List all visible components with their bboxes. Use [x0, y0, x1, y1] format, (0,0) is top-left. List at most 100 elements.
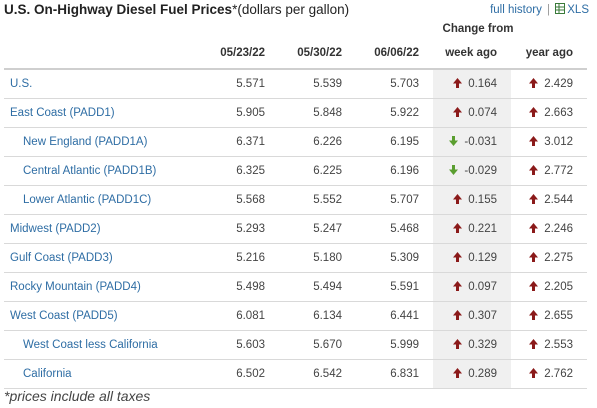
year-change-value: 2.663	[544, 107, 573, 119]
up-arrow-icon	[453, 281, 463, 291]
change-from-header: Change from	[442, 23, 514, 35]
col-header-date-3: 06/06/22	[356, 38, 433, 70]
year-change-value: 2.553	[544, 339, 573, 351]
year-change-cell: 2.544	[511, 185, 587, 215]
price-cell: 6.325	[205, 156, 279, 186]
price-cell: 5.922	[356, 98, 433, 128]
xls-download-link[interactable]: XLS	[555, 3, 589, 16]
price-cell: 6.441	[356, 301, 433, 331]
week-change-value: 0.164	[468, 78, 497, 90]
year-change-cell: 2.772	[511, 156, 587, 186]
region-link[interactable]: Gulf Coast (PADD3)	[4, 243, 205, 273]
price-cell: 5.180	[279, 243, 356, 273]
up-arrow-icon	[529, 165, 539, 175]
up-arrow-icon	[529, 78, 539, 88]
table-row: West Coast less California 5.603 5.670 5.99…	[4, 330, 587, 360]
region-link[interactable]: Central Atlantic (PADD1B)	[4, 156, 205, 186]
region-link[interactable]: East Coast (PADD1)	[4, 98, 205, 128]
price-cell: 5.999	[356, 330, 433, 360]
table-body: U.S. 5.571 5.539 5.703 0.164 2.429 East Coast …	[4, 69, 587, 389]
week-change-cell: 0.155	[433, 185, 511, 215]
year-change-value: 3.012	[544, 136, 573, 148]
up-arrow-icon	[529, 310, 539, 320]
up-arrow-icon	[529, 194, 539, 204]
year-change-cell: 2.275	[511, 243, 587, 273]
down-arrow-icon	[449, 136, 459, 146]
up-arrow-icon	[529, 223, 539, 233]
price-cell: 6.134	[279, 301, 356, 331]
price-cell: 6.225	[279, 156, 356, 186]
col-header-region	[4, 38, 205, 70]
region-link[interactable]: U.S.	[4, 69, 205, 99]
price-cell: 6.081	[205, 301, 279, 331]
year-change-cell: 3.012	[511, 127, 587, 157]
price-cell: 5.216	[205, 243, 279, 273]
up-arrow-icon	[453, 107, 463, 117]
table-row: New England (PADD1A) 6.371 6.226 6.195 -0.03…	[4, 127, 587, 157]
table-row: Rocky Mountain (PADD4) 5.498 5.494 5.591 0.0…	[4, 272, 587, 302]
title-units: *(dollars per gallon)	[232, 2, 350, 17]
up-arrow-icon	[453, 252, 463, 262]
price-cell: 6.371	[205, 127, 279, 157]
price-cell: 5.494	[279, 272, 356, 302]
week-change-cell: 0.164	[433, 69, 511, 99]
year-change-value: 2.655	[544, 310, 573, 322]
up-arrow-icon	[453, 78, 463, 88]
price-cell: 5.703	[356, 69, 433, 99]
year-change-value: 2.772	[544, 165, 573, 177]
year-change-cell: 2.553	[511, 330, 587, 360]
table-row: Midwest (PADD2) 5.293 5.247 5.468 0.221 2.246	[4, 214, 587, 244]
diesel-price-table: 05/23/22 05/30/22 06/06/22 week ago year…	[4, 38, 587, 389]
up-arrow-icon	[453, 368, 463, 378]
up-arrow-icon	[453, 310, 463, 320]
up-arrow-icon	[529, 136, 539, 146]
week-change-cell: 0.074	[433, 98, 511, 128]
price-cell: 5.571	[205, 69, 279, 99]
price-cell: 6.542	[279, 359, 356, 389]
up-arrow-icon	[529, 252, 539, 262]
price-cell: 5.552	[279, 185, 356, 215]
region-link[interactable]: New England (PADD1A)	[4, 127, 205, 157]
price-cell: 5.591	[356, 272, 433, 302]
price-cell: 5.247	[279, 214, 356, 244]
col-header-date-2: 05/30/22	[279, 38, 356, 70]
table-row: U.S. 5.571 5.539 5.703 0.164 2.429	[4, 69, 587, 99]
price-cell: 6.831	[356, 359, 433, 389]
week-change-value: 0.221	[468, 223, 497, 235]
up-arrow-icon	[529, 281, 539, 291]
up-arrow-icon	[529, 339, 539, 349]
year-change-cell: 2.762	[511, 359, 587, 389]
region-link[interactable]: West Coast (PADD5)	[4, 301, 205, 331]
year-change-cell: 2.246	[511, 214, 587, 244]
col-header-date-1: 05/23/22	[205, 38, 279, 70]
region-link[interactable]: West Coast less California	[4, 330, 205, 360]
footnote: *prices include all taxes	[4, 388, 151, 404]
week-change-value: 0.097	[468, 281, 497, 293]
price-cell: 5.905	[205, 98, 279, 128]
down-arrow-icon	[449, 165, 459, 175]
year-change-value: 2.205	[544, 281, 573, 293]
table-row: Gulf Coast (PADD3) 5.216 5.180 5.309 0.129 2.…	[4, 243, 587, 273]
year-change-value: 2.429	[544, 78, 573, 90]
region-link[interactable]: Midwest (PADD2)	[4, 214, 205, 244]
week-change-value: 0.074	[468, 107, 497, 119]
price-cell: 5.498	[205, 272, 279, 302]
region-link[interactable]: California	[4, 359, 205, 389]
header-links: full history | XLS	[490, 3, 589, 16]
year-change-cell: 2.205	[511, 272, 587, 302]
spreadsheet-icon	[555, 3, 566, 14]
table-row: Lower Atlantic (PADD1C) 5.568 5.552 5.707 0.…	[4, 185, 587, 215]
week-change-cell: 0.289	[433, 359, 511, 389]
up-arrow-icon	[529, 368, 539, 378]
table-row: Central Atlantic (PADD1B) 6.325 6.225 6.196…	[4, 156, 587, 186]
region-link[interactable]: Rocky Mountain (PADD4)	[4, 272, 205, 302]
year-change-value: 2.275	[544, 252, 573, 264]
price-cell: 5.707	[356, 185, 433, 215]
price-cell: 5.670	[279, 330, 356, 360]
full-history-link[interactable]: full history	[490, 4, 542, 16]
up-arrow-icon	[529, 107, 539, 117]
price-cell: 5.309	[356, 243, 433, 273]
region-link[interactable]: Lower Atlantic (PADD1C)	[4, 185, 205, 215]
week-change-cell: 0.307	[433, 301, 511, 331]
week-change-value: -0.031	[464, 136, 497, 148]
